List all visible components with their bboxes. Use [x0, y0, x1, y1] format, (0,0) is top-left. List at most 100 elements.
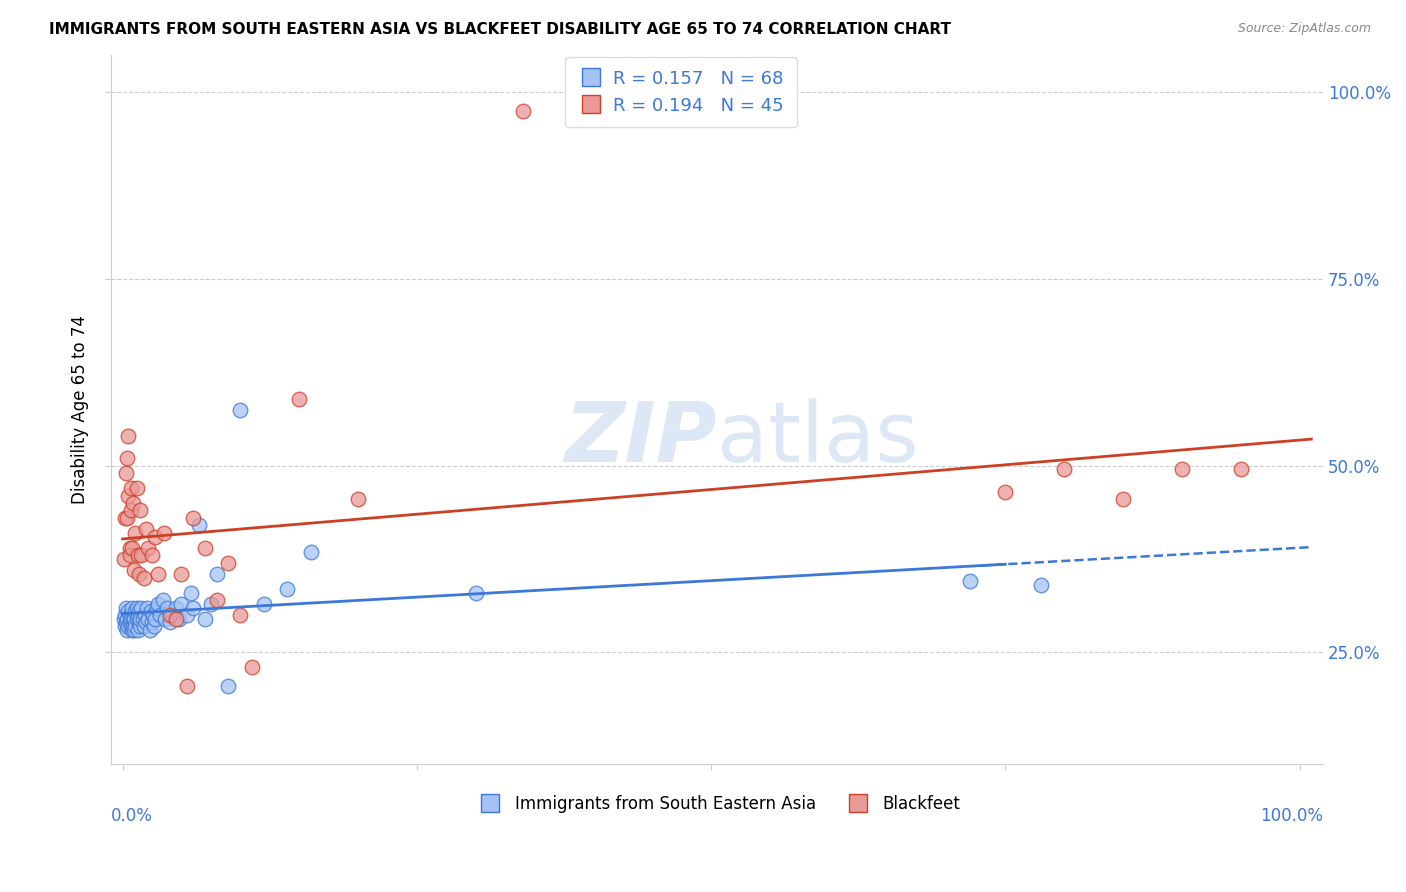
Point: [124, 619, 146, 633]
Point: [120, 481, 142, 495]
Point: [122, 612, 145, 626]
Point: [117, 619, 139, 633]
Point: [188, 518, 211, 533]
Point: [120, 503, 142, 517]
Point: [288, 392, 311, 406]
Point: [1053, 462, 1076, 476]
Point: [143, 619, 166, 633]
Point: [512, 104, 534, 119]
Point: [121, 541, 143, 555]
Text: 100.0%: 100.0%: [1260, 807, 1323, 825]
Point: [118, 548, 141, 562]
Point: [181, 511, 204, 525]
Point: [299, 544, 322, 558]
Text: 0.0%: 0.0%: [111, 807, 153, 825]
Point: [156, 600, 179, 615]
Text: Source: ZipAtlas.com: Source: ZipAtlas.com: [1237, 22, 1371, 36]
Point: [120, 619, 142, 633]
Point: [132, 619, 155, 633]
Y-axis label: Disability Age 65 to 74: Disability Age 65 to 74: [72, 315, 89, 504]
Point: [138, 612, 160, 626]
Point: [170, 597, 193, 611]
Point: [134, 607, 156, 622]
Point: [124, 612, 146, 626]
Point: [114, 607, 136, 622]
Point: [128, 566, 150, 581]
Point: [194, 612, 217, 626]
Point: [125, 600, 148, 615]
Point: [117, 623, 139, 637]
Point: [117, 451, 139, 466]
Point: [152, 593, 174, 607]
Point: [229, 607, 252, 622]
Point: [118, 607, 141, 622]
Point: [117, 429, 139, 443]
Point: [118, 615, 141, 630]
Point: [118, 541, 141, 555]
Point: [217, 679, 239, 693]
Point: [160, 607, 183, 622]
Text: ZIP: ZIP: [564, 398, 717, 479]
Text: IMMIGRANTS FROM SOUTH EASTERN ASIA VS BLACKFEET DISABILITY AGE 65 TO 74 CORRELAT: IMMIGRANTS FROM SOUTH EASTERN ASIA VS BL…: [49, 22, 952, 37]
Point: [114, 619, 136, 633]
Point: [145, 530, 167, 544]
Point: [117, 612, 139, 626]
Point: [959, 574, 981, 589]
Point: [240, 660, 263, 674]
Point: [124, 563, 146, 577]
Point: [131, 612, 153, 626]
Point: [994, 484, 1017, 499]
Point: [1112, 492, 1135, 507]
Point: [1229, 462, 1251, 476]
Point: [115, 615, 138, 630]
Point: [115, 600, 138, 615]
Point: [145, 612, 167, 626]
Point: [138, 623, 160, 637]
Point: [176, 607, 198, 622]
Legend: Immigrants from South Eastern Asia, Blackfeet: Immigrants from South Eastern Asia, Blac…: [467, 789, 967, 820]
Point: [276, 582, 298, 596]
Point: [217, 556, 239, 570]
Point: [180, 585, 202, 599]
Point: [165, 600, 187, 615]
Point: [141, 548, 163, 562]
Point: [135, 522, 157, 536]
Point: [122, 619, 145, 633]
Point: [124, 525, 146, 540]
Point: [131, 600, 153, 615]
Point: [200, 597, 222, 611]
Point: [124, 604, 146, 618]
Point: [129, 612, 152, 626]
Point: [114, 511, 136, 525]
Point: [165, 612, 187, 626]
Point: [121, 623, 143, 637]
Point: [146, 566, 169, 581]
Point: [146, 597, 169, 611]
Point: [142, 607, 165, 622]
Point: [167, 612, 190, 626]
Point: [115, 466, 138, 480]
Point: [153, 612, 176, 626]
Point: [1029, 578, 1052, 592]
Point: [122, 496, 145, 510]
Point: [149, 607, 172, 622]
Point: [128, 615, 150, 630]
Point: [194, 541, 217, 555]
Point: [129, 619, 152, 633]
Text: atlas: atlas: [717, 398, 918, 479]
Point: [205, 593, 228, 607]
Point: [181, 600, 204, 615]
Point: [112, 552, 135, 566]
Point: [229, 402, 252, 417]
Point: [121, 600, 143, 615]
Point: [141, 615, 163, 630]
Point: [139, 604, 162, 618]
Point: [159, 607, 181, 622]
Point: [117, 511, 139, 525]
Point: [1171, 462, 1194, 476]
Point: [131, 548, 153, 562]
Point: [176, 679, 198, 693]
Point: [117, 604, 139, 618]
Point: [132, 571, 155, 585]
Point: [205, 566, 228, 581]
